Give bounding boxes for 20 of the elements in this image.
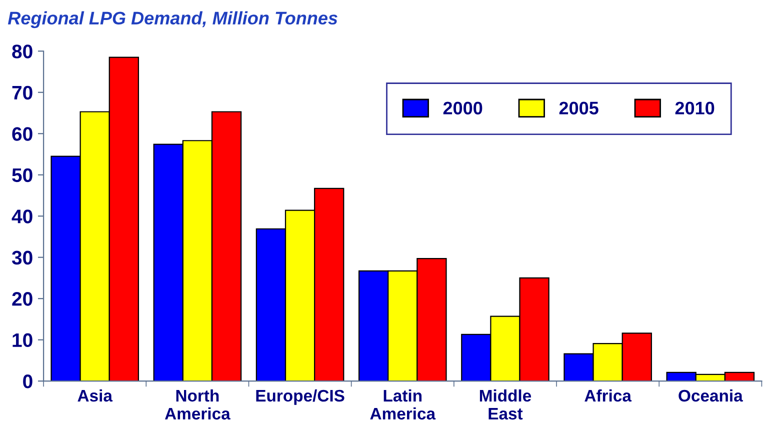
x-tick-label: Asia: [78, 389, 113, 402]
y-tick-label: 70: [12, 86, 32, 100]
y-tick-label: 10: [12, 333, 32, 348]
chart-title: Regional LPG Demand, Million Tonnes: [8, 11, 338, 28]
y-tick-label: 80: [12, 44, 32, 58]
y-tick-label: 20: [12, 292, 32, 306]
y-tick-label: 30: [12, 250, 32, 265]
x-tick-label: Africa: [584, 389, 632, 402]
x-tick-label: Latin America: [370, 389, 436, 420]
y-tick-label: 40: [12, 210, 32, 224]
legend-label: 2005: [559, 102, 598, 114]
y-tick-label: 60: [12, 127, 32, 141]
x-tick-label: Middle East: [480, 389, 532, 420]
x-tick-label: Oceania: [678, 389, 743, 402]
legend-label: 2010: [675, 102, 714, 114]
y-tick-label: 50: [12, 168, 32, 182]
x-tick-label: North America: [164, 389, 230, 420]
legend-label: 2000: [443, 102, 482, 114]
y-tick-label: 0: [23, 374, 32, 388]
x-tick-label: Europe/CIS: [256, 389, 344, 405]
